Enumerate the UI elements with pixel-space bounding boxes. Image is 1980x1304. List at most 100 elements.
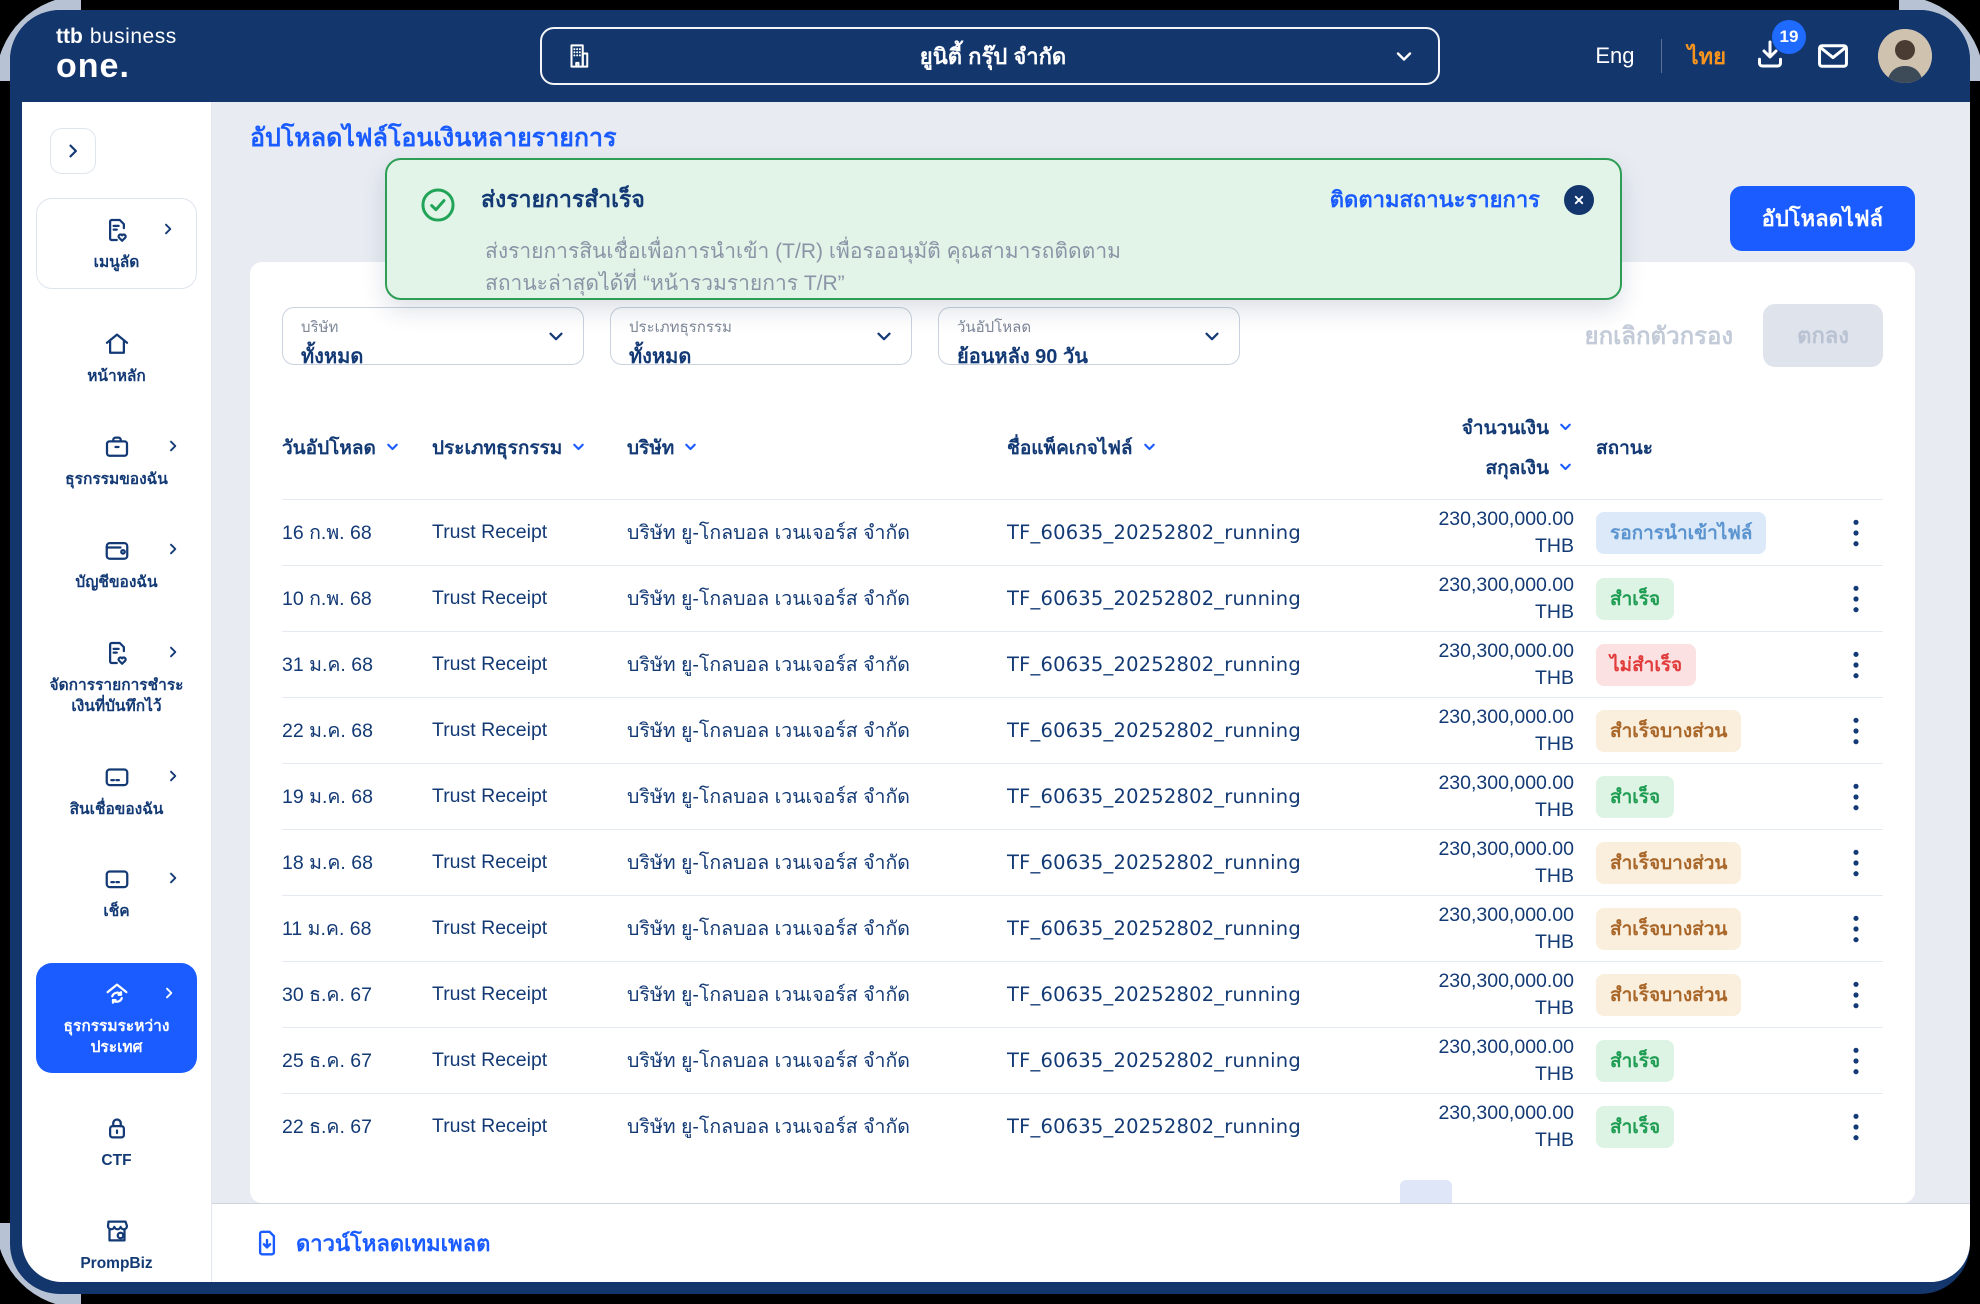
filter-company[interactable]: บริษัท ทั้งหมด: [282, 306, 584, 368]
cell-upload-date: 11 ม.ค. 68: [282, 918, 372, 940]
logo-brand: ttb: [56, 25, 83, 48]
status-badge: สำเร็จบางส่วน: [1596, 841, 1742, 884]
chevron-right-icon: [165, 438, 181, 459]
row-actions-menu[interactable]: [1829, 518, 1883, 548]
sidebar-item-label: PrompBiz: [80, 1255, 153, 1273]
row-actions-menu[interactable]: [1829, 848, 1883, 878]
col-header-label: สถานะ: [1596, 438, 1653, 459]
sidebar-item-saved-payments[interactable]: จัดการรายการชำระเงินที่บันทึกไว้: [36, 634, 197, 722]
filter-actions: ยกเลิกตัวกรอง ตกลง: [1584, 304, 1883, 367]
filter-upload-date[interactable]: วันอัปโหลด ย้อนหลัง 90 วัน: [938, 306, 1240, 368]
logo-product: one.: [56, 47, 130, 85]
download-center-button[interactable]: 19: [1752, 19, 1806, 77]
download-icon: [1752, 36, 1788, 72]
col-header-transaction-type[interactable]: ประเภทธุรกรรม: [432, 433, 627, 463]
sidebar-item-ctf[interactable]: CTF: [36, 1109, 197, 1176]
sidebar-item-my-loans[interactable]: สินเชื่อของฉัน: [36, 758, 197, 825]
cell-upload-date: 25 ธ.ค. 67: [282, 1050, 372, 1072]
chevron-down-icon: [545, 325, 567, 352]
status-badge: ไม่สำเร็จ: [1596, 643, 1697, 686]
row-actions-menu[interactable]: [1829, 1046, 1883, 1076]
app-window: ttb business one. ยูนิตี้ กรุ๊ป จำกัด E: [10, 10, 1970, 1294]
company-name: ยูนิตี้ กรุ๊ป จำกัด: [919, 43, 1067, 69]
company-selector[interactable]: ยูนิตี้ กรุ๊ป จำกัด: [540, 27, 1440, 85]
col-header-label: ประเภทธุรกรรม: [432, 438, 563, 459]
sidebar-item-label: หน้าหลัก: [87, 367, 146, 385]
cell-status: ไม่สำเร็จ: [1574, 643, 1829, 686]
cell-status: สำเร็จบางส่วน: [1574, 973, 1829, 1016]
cell-company: บริษัท ยู-โกลบอล เวนเจอร์ส จำกัด: [627, 654, 910, 676]
col-header-package-name[interactable]: ชื่อแพ็คเกจไฟล์: [1007, 433, 1339, 463]
cell-amount: 230,300,000.00 THB: [1339, 902, 1574, 955]
col-header-label: จำนวนเงิน: [1461, 418, 1549, 439]
filter-transaction-type[interactable]: ประเภทธุรกรรม ทั้งหมด: [610, 306, 912, 368]
sidebar-item-my-accounts[interactable]: บัญชีของฉัน: [36, 531, 197, 598]
row-actions-menu[interactable]: [1829, 716, 1883, 746]
sort-chevron-icon: [384, 438, 401, 461]
cell-package-name: TF_60635_20252802_running: [1007, 851, 1301, 874]
cell-status: สำเร็จบางส่วน: [1574, 841, 1829, 884]
row-actions-menu[interactable]: [1829, 980, 1883, 1010]
sidebar-item-label: เช็ค: [103, 903, 130, 921]
apply-filters-button[interactable]: ตกลง: [1763, 304, 1883, 367]
currency-value: THB: [1535, 930, 1574, 953]
sidebar-item-cheque[interactable]: เช็ค: [36, 860, 197, 927]
col-header-amount-currency[interactable]: จำนวนเงิน สกุลเงิน: [1339, 413, 1574, 483]
table-row: 22 ม.ค. 68 Trust Receipt บริษัท ยู-โกลบอล …: [282, 697, 1883, 763]
top-bar-actions: Eng ไทย 19: [1595, 10, 1932, 102]
sidebar-item-menu-shortcuts[interactable]: เมนูลัด: [36, 198, 197, 289]
amount-value: 230,300,000.00: [1438, 1102, 1574, 1125]
table-card: บริษัท ทั้งหมด ประเภทธุรกรรม ทั้งหมด วัน…: [250, 262, 1915, 1203]
sidebar-collapse-button[interactable]: [50, 128, 96, 174]
col-header-label: บริษัท: [627, 438, 675, 459]
close-icon[interactable]: [1564, 184, 1594, 215]
cell-upload-date: 31 ม.ค. 68: [282, 654, 373, 676]
language-toggle-eng[interactable]: Eng: [1595, 43, 1635, 68]
download-template-link[interactable]: ดาวน์โหลดเทมเพลต: [252, 1226, 490, 1261]
row-actions-menu[interactable]: [1829, 1112, 1883, 1142]
cell-package-name: TF_60635_20252802_running: [1007, 719, 1301, 742]
sidebar-item-label: ธุรกรรมระหว่างประเทศ: [63, 1018, 170, 1057]
toast-body-line2: สถานะล่าสุดได้ที่ “หน้ารวมรายการ T/R”: [485, 271, 845, 295]
sort-chevron-icon: [570, 438, 587, 461]
chevron-down-icon: [1201, 325, 1223, 352]
row-actions-menu[interactable]: [1829, 650, 1883, 680]
sidebar-item-my-transactions[interactable]: ธุรกรรมของฉัน: [36, 428, 197, 495]
cell-company: บริษัท ยู-โกลบอล เวนเจอร์ส จำกัด: [627, 720, 910, 742]
cell-company: บริษัท ยู-โกลบอล เวนเจอร์ส จำกัด: [627, 918, 910, 940]
status-badge: สำเร็จ: [1596, 775, 1675, 818]
mail-icon[interactable]: [1814, 37, 1852, 75]
filter-label: วันอัปโหลด: [957, 318, 1032, 336]
card-icon: [102, 864, 132, 894]
toast-body: ส่งรายการสินเชื่อเพื่อการนำเข้า (T/R) เพ…: [485, 236, 1594, 299]
row-actions-menu[interactable]: [1829, 584, 1883, 614]
cell-package-name: TF_60635_20252802_running: [1007, 785, 1301, 808]
user-avatar[interactable]: [1878, 29, 1932, 83]
col-header-upload-date[interactable]: วันอัปโหลด: [282, 433, 432, 463]
col-header-company[interactable]: บริษัท: [627, 433, 1007, 463]
status-badge: สำเร็จ: [1596, 577, 1675, 620]
doc-heart-icon: [102, 215, 132, 245]
amount-value: 230,300,000.00: [1438, 772, 1574, 795]
row-actions-menu[interactable]: [1829, 782, 1883, 812]
language-toggle-thai[interactable]: ไทย: [1687, 43, 1726, 69]
sidebar-item-home[interactable]: หน้าหลัก: [36, 325, 197, 392]
sidebar-item-international-transactions[interactable]: ธุรกรรมระหว่างประเทศ: [36, 963, 197, 1074]
clear-filters-button[interactable]: ยกเลิกตัวกรอง: [1584, 323, 1734, 350]
pagination-chip[interactable]: [1400, 1180, 1452, 1203]
sidebar-item-label: ธุรกรรมของฉัน: [65, 470, 168, 488]
track-status-link[interactable]: ติดตามสถานะรายการ: [1329, 187, 1540, 212]
currency-value: THB: [1535, 996, 1574, 1019]
logo-suffix: business: [89, 25, 177, 48]
currency-value: THB: [1535, 600, 1574, 623]
currency-value: THB: [1535, 534, 1574, 557]
upload-file-button[interactable]: อัปโหลดไฟล์: [1729, 186, 1915, 251]
currency-value: THB: [1535, 1062, 1574, 1085]
cell-amount: 230,300,000.00 THB: [1339, 1034, 1574, 1087]
table-row: 18 ม.ค. 68 Trust Receipt บริษัท ยู-โกลบอล …: [282, 829, 1883, 895]
cell-company: บริษัท ยู-โกลบอล เวนเจอร์ส จำกัด: [627, 852, 910, 874]
cell-package-name: TF_60635_20252802_running: [1007, 983, 1301, 1006]
row-actions-menu[interactable]: [1829, 914, 1883, 944]
sidebar-item-prompbiz[interactable]: PrompBiz: [36, 1212, 197, 1279]
cell-upload-date: 19 ม.ค. 68: [282, 786, 373, 808]
